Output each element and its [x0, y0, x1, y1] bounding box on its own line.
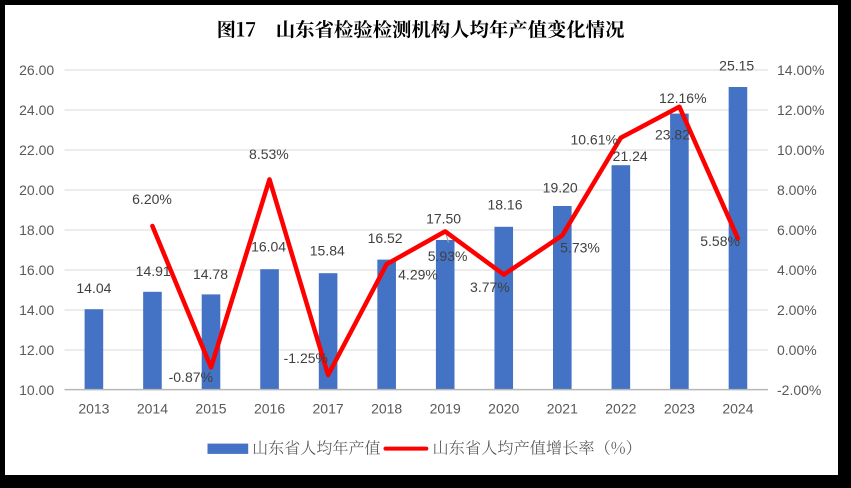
svg-text:-2.00%: -2.00% [777, 382, 821, 398]
svg-text:3.77%: 3.77% [470, 279, 510, 295]
svg-text:20.00: 20.00 [19, 182, 54, 198]
svg-text:14.04: 14.04 [76, 280, 111, 296]
svg-text:21.24: 21.24 [613, 148, 648, 164]
svg-text:2021: 2021 [547, 400, 578, 416]
svg-text:12.16%: 12.16% [659, 90, 706, 106]
svg-text:2023: 2023 [664, 400, 695, 416]
svg-text:2.00%: 2.00% [777, 302, 817, 318]
svg-text:14.00: 14.00 [19, 302, 54, 318]
svg-text:18.00: 18.00 [19, 222, 54, 238]
svg-text:6.20%: 6.20% [132, 191, 172, 207]
svg-text:26.00: 26.00 [19, 62, 54, 78]
svg-text:14.78: 14.78 [193, 266, 228, 282]
svg-text:25.15: 25.15 [719, 58, 754, 74]
svg-text:19.20: 19.20 [543, 180, 578, 196]
svg-text:23.82: 23.82 [655, 127, 690, 143]
svg-text:-0.87%: -0.87% [169, 369, 213, 385]
svg-text:10.61%: 10.61% [570, 132, 617, 148]
svg-text:17.50: 17.50 [426, 210, 461, 226]
svg-text:10.00: 10.00 [19, 382, 54, 398]
svg-text:4.29%: 4.29% [398, 267, 438, 283]
svg-text:12.00%: 12.00% [777, 102, 824, 118]
svg-text:2016: 2016 [254, 400, 285, 416]
svg-text:5.73%: 5.73% [560, 239, 600, 255]
svg-text:2019: 2019 [430, 400, 461, 416]
svg-text:16.52: 16.52 [368, 230, 403, 246]
svg-text:24.00: 24.00 [19, 102, 54, 118]
svg-text:0.00%: 0.00% [777, 342, 817, 358]
svg-text:12.00: 12.00 [19, 342, 54, 358]
svg-text:2014: 2014 [137, 400, 168, 416]
svg-text:10.00%: 10.00% [777, 142, 824, 158]
svg-text:2020: 2020 [488, 400, 519, 416]
svg-text:-1.25%: -1.25% [284, 350, 328, 366]
svg-text:2022: 2022 [605, 400, 636, 416]
svg-text:16.00: 16.00 [19, 262, 54, 278]
svg-text:6.00%: 6.00% [777, 222, 817, 238]
svg-text:14.91: 14.91 [136, 263, 171, 279]
svg-text:8.53%: 8.53% [249, 146, 289, 162]
svg-text:8.00%: 8.00% [777, 182, 817, 198]
svg-text:2015: 2015 [195, 400, 226, 416]
svg-text:5.93%: 5.93% [428, 248, 468, 264]
svg-text:18.16: 18.16 [487, 196, 522, 212]
svg-text:15.84: 15.84 [310, 243, 345, 259]
svg-text:2013: 2013 [78, 400, 109, 416]
svg-text:2017: 2017 [313, 400, 344, 416]
svg-text:2018: 2018 [371, 400, 402, 416]
svg-text:5.58%: 5.58% [700, 233, 740, 249]
svg-text:4.00%: 4.00% [777, 262, 817, 278]
svg-text:16.04: 16.04 [251, 239, 286, 255]
svg-text:2024: 2024 [722, 400, 753, 416]
svg-text:22.00: 22.00 [19, 142, 54, 158]
svg-text:14.00%: 14.00% [777, 62, 824, 78]
